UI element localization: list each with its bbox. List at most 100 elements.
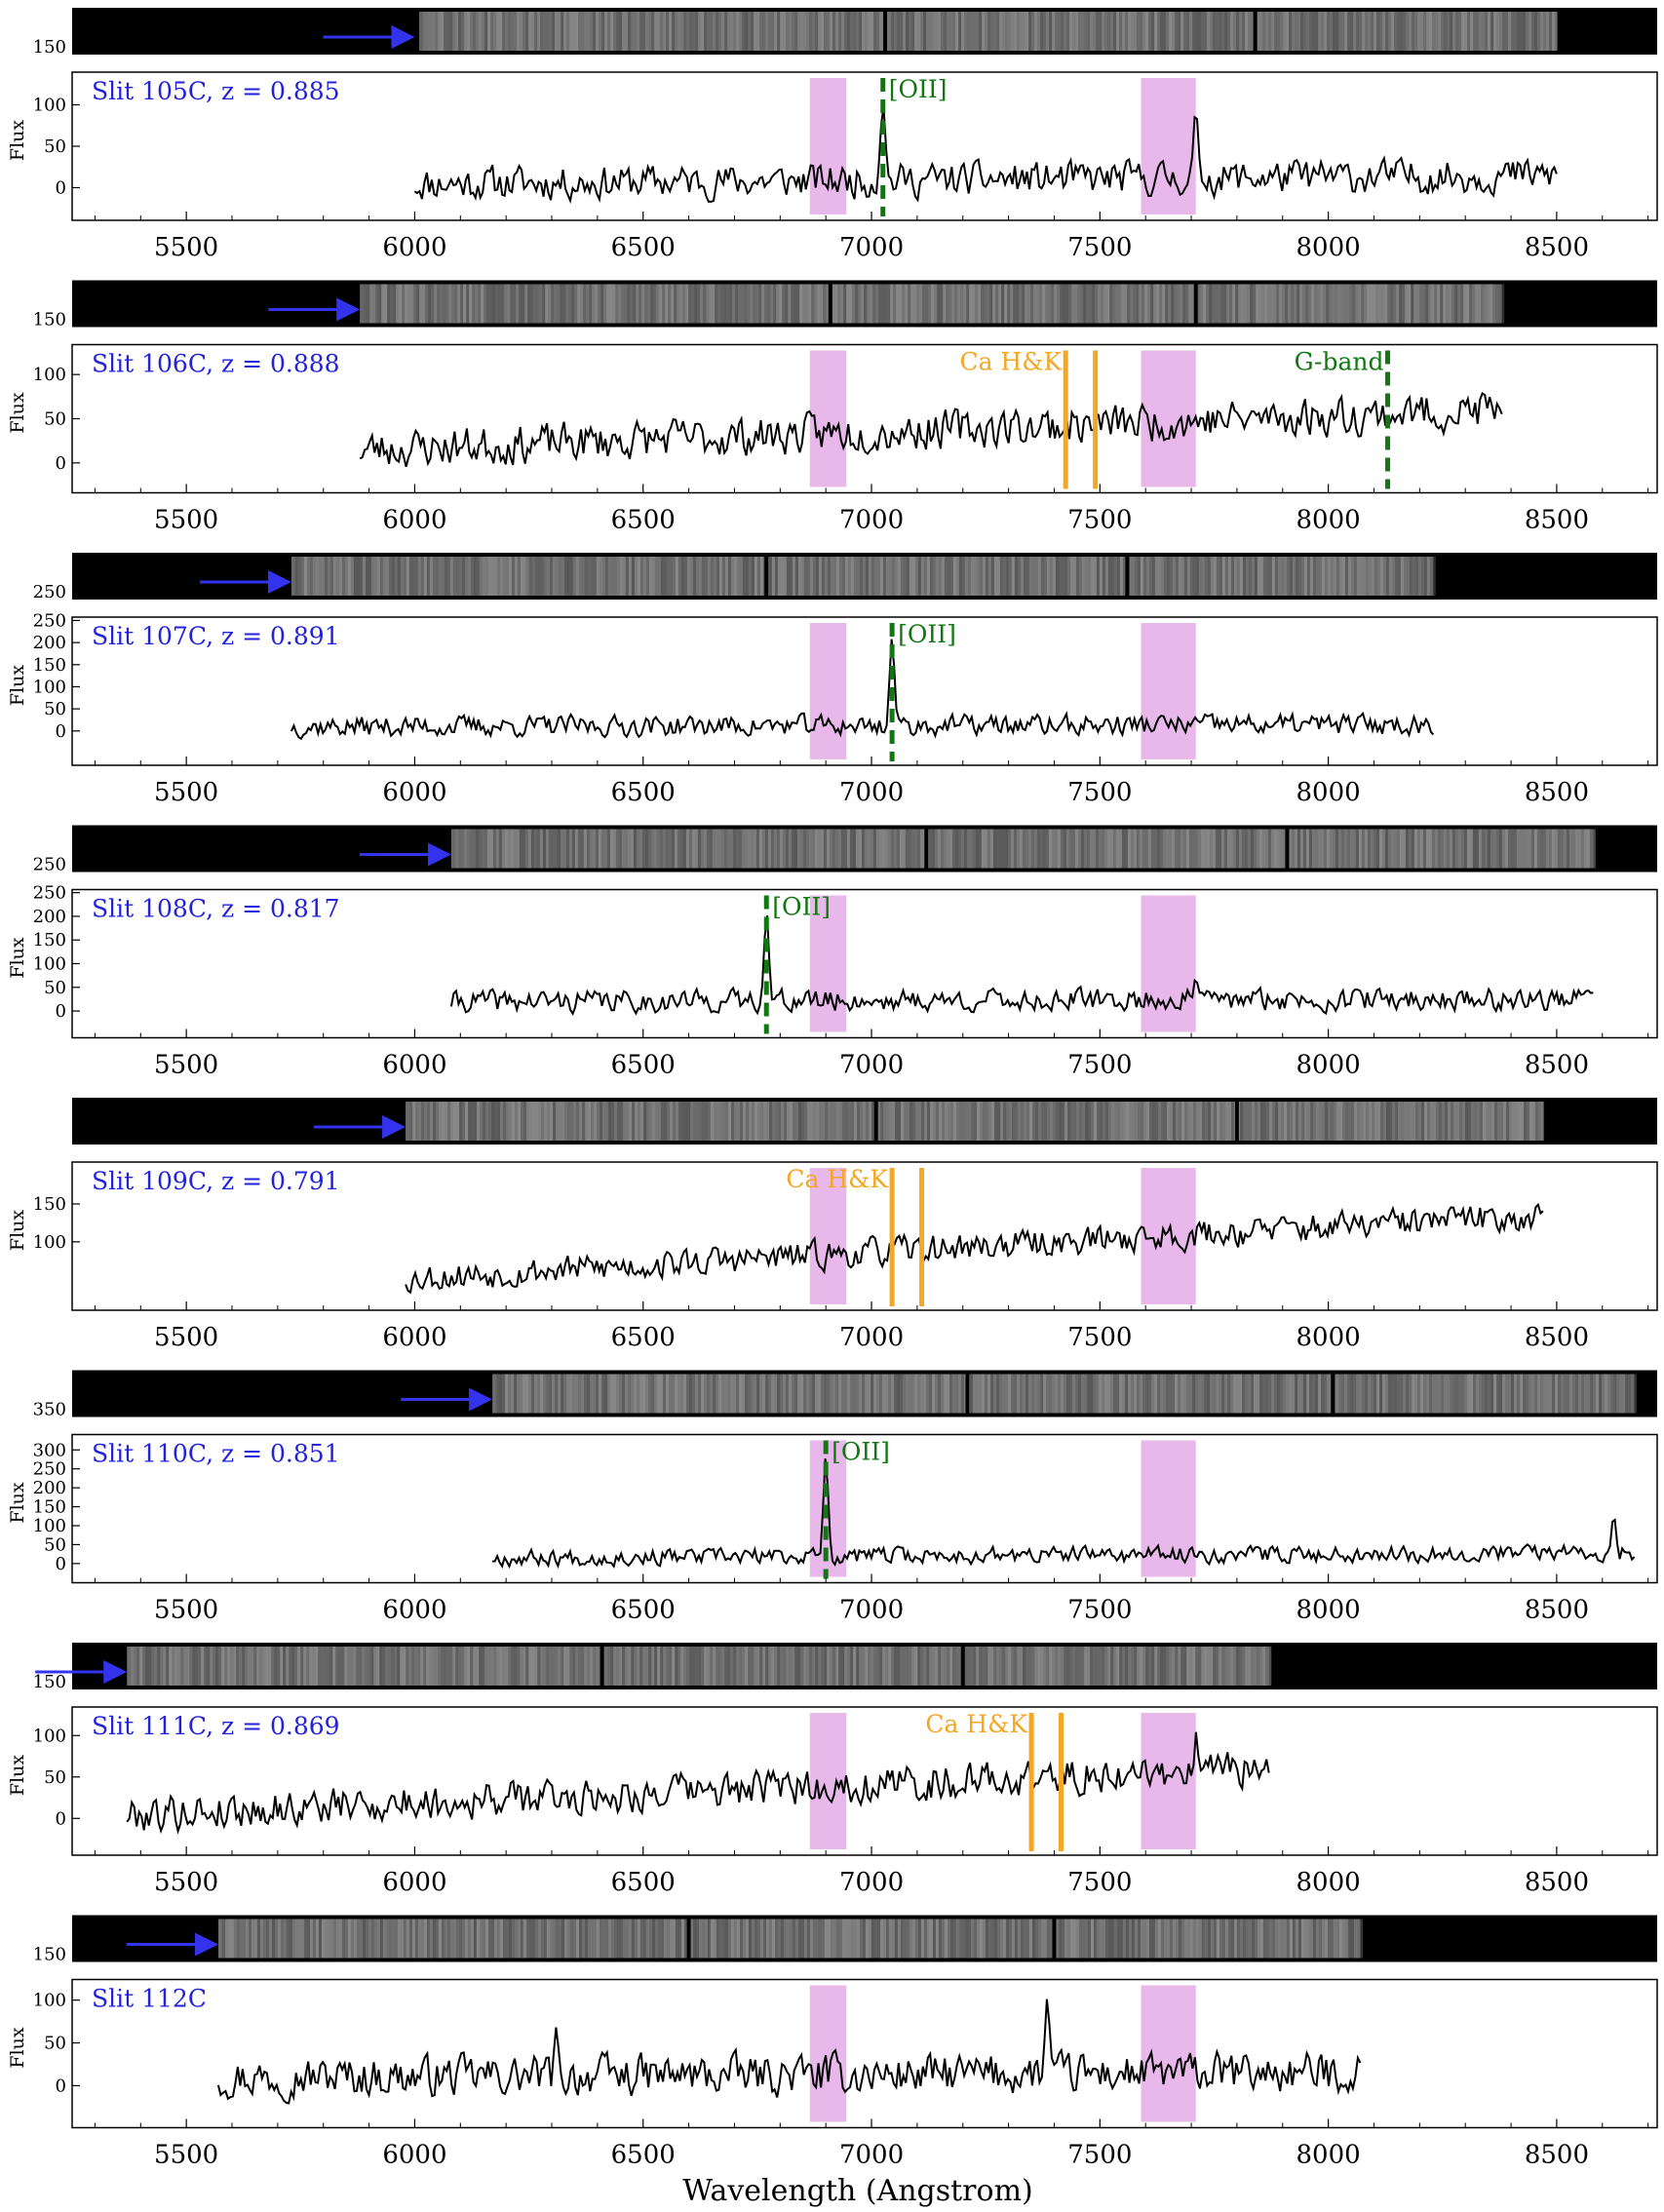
strip-pixel-column xyxy=(1171,829,1175,869)
strip-pixel-column xyxy=(1004,284,1008,324)
strip-pixel-column xyxy=(775,1102,779,1141)
strip-pixel-column xyxy=(707,557,711,596)
strip-pixel-column xyxy=(878,829,882,869)
strip-pixel-column xyxy=(289,1647,292,1686)
strip-pixel-column xyxy=(1181,1102,1185,1141)
strip-pixel-column xyxy=(476,12,480,51)
strip-pixel-column xyxy=(706,829,710,869)
strip-pixel-column xyxy=(660,12,664,51)
strip-pixel-column xyxy=(862,557,866,596)
strip-pixel-column xyxy=(1271,557,1275,596)
strip-pixel-column xyxy=(970,557,974,596)
strip-pixel-column xyxy=(1367,284,1371,324)
strip-pixel-column xyxy=(782,284,786,324)
strip-pixel-column xyxy=(641,284,645,324)
strip-pixel-column xyxy=(1309,557,1313,596)
strip-pixel-column xyxy=(1180,12,1184,51)
strip-pixel-column xyxy=(1152,1102,1156,1141)
strip-pixel-column xyxy=(1043,12,1047,51)
strip-pixel-column xyxy=(599,1919,602,1959)
strip-pixel-column xyxy=(1287,1102,1291,1141)
strip-pixel-column xyxy=(838,1919,842,1959)
strip-pixel-column xyxy=(1216,1374,1219,1414)
strip-pixel-column xyxy=(575,1374,579,1414)
strip-pixel-column xyxy=(876,12,880,51)
strip-pixel-column xyxy=(1198,1647,1202,1686)
strip-pixel-column xyxy=(519,284,522,324)
strip-pixel-column xyxy=(751,1647,755,1686)
x-tick-label: 8000 xyxy=(1296,778,1361,807)
strip-pixel-column xyxy=(1066,1374,1070,1414)
oii-label: [OII] xyxy=(832,1438,890,1466)
strip-pixel-column xyxy=(1625,1374,1629,1414)
strip-pixel-column xyxy=(754,1919,757,1959)
strip-pixel-column xyxy=(910,284,914,324)
strip-pixel-column xyxy=(1154,1374,1158,1414)
strip-pixel-column xyxy=(533,284,537,324)
strip-pixel-column xyxy=(548,284,552,324)
strip-pixel-column xyxy=(353,1919,357,1959)
strip-pixel-column xyxy=(933,1102,937,1141)
x-tick-label: 5500 xyxy=(154,233,218,262)
strip-pixel-column xyxy=(1242,12,1246,51)
spectrum-line xyxy=(216,1999,1362,2105)
strip-pixel-column xyxy=(563,1919,567,1959)
strip-pixel-column xyxy=(888,12,892,51)
strip-pixel-column xyxy=(1157,1374,1161,1414)
strip-pixel-column xyxy=(1555,12,1559,51)
strip-pixel-column xyxy=(578,1374,582,1414)
strip-pixel-column xyxy=(754,1374,757,1414)
strip-pixel-column xyxy=(1087,1374,1091,1414)
strip-pixel-column xyxy=(579,1102,583,1141)
strip-pixel-column xyxy=(786,1374,790,1414)
strip-pixel-column xyxy=(677,1919,681,1959)
strip-pixel-column xyxy=(1185,284,1189,324)
strip-pixel-column xyxy=(1081,557,1085,596)
strip-pixel-column xyxy=(1546,1374,1550,1414)
strip-pixel-column xyxy=(227,1919,231,1959)
strip-pixel-column xyxy=(1092,829,1096,869)
strip-pixel-column xyxy=(970,1374,974,1414)
strip-pixel-column xyxy=(575,1647,579,1686)
strip-pixel-column xyxy=(1569,1374,1573,1414)
strip-pixel-column xyxy=(676,1102,679,1141)
strip-pixel-column xyxy=(318,557,322,596)
strip-pixel-column xyxy=(1355,284,1359,324)
strip-pixel-column xyxy=(1529,12,1532,51)
strip-pixel-column xyxy=(312,557,316,596)
strip-pixel-column xyxy=(268,1647,272,1686)
strip-chip-gap xyxy=(686,1919,691,1959)
strip-pixel-column xyxy=(897,557,901,596)
strip-pixel-column xyxy=(736,1647,740,1686)
strip-pixel-column xyxy=(467,557,471,596)
strip-pixel-column xyxy=(836,1102,840,1141)
strip-pixel-column xyxy=(862,12,866,51)
strip-pixel-column xyxy=(1133,284,1137,324)
strip-pixel-column xyxy=(1239,557,1243,596)
strip-pixel-column xyxy=(871,12,874,51)
strip-pixel-column xyxy=(1359,557,1363,596)
x-tick-label: 6000 xyxy=(382,2141,446,2170)
strip-pixel-column xyxy=(1157,1919,1161,1959)
strip-pixel-column xyxy=(335,557,339,596)
strip-pixel-column xyxy=(680,1374,684,1414)
strip-pixel-column xyxy=(864,829,868,869)
strip-chip-gap xyxy=(1193,284,1198,324)
strip-pixel-column xyxy=(569,1374,573,1414)
strip-pixel-column xyxy=(868,557,871,596)
strip-pixel-column xyxy=(850,1374,854,1414)
strip-pixel-column xyxy=(1172,557,1176,596)
strip-pixel-column xyxy=(662,284,666,324)
strip-pixel-column xyxy=(1040,557,1044,596)
strip-pixel-column xyxy=(1218,829,1221,869)
strip-pixel-column xyxy=(1122,1647,1126,1686)
strip-pixel-column xyxy=(306,557,310,596)
strip-pixel-column xyxy=(373,1647,377,1686)
strip-pixel-column xyxy=(458,12,462,51)
strip-pixel-column xyxy=(1265,1374,1269,1414)
strip-pixel-column xyxy=(1107,1919,1111,1959)
strip-pixel-column xyxy=(1250,829,1254,869)
strip-pixel-column xyxy=(549,1647,553,1686)
strip-pixel-column xyxy=(482,557,485,596)
